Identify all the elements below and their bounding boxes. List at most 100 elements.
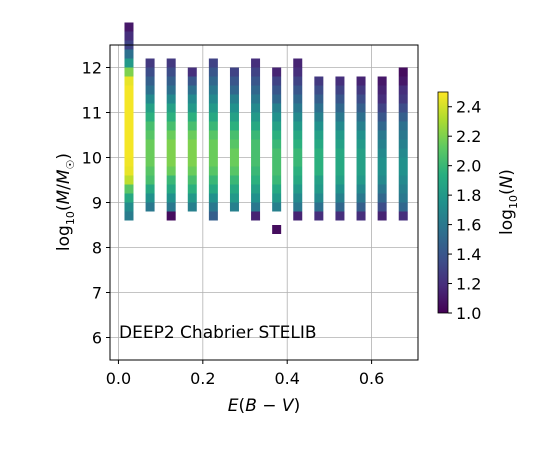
y-axis: 6 7 8 9 10 11 12 <box>82 59 110 348</box>
heatmap-cell <box>398 175 408 185</box>
heatmap-cell <box>124 130 134 140</box>
heatmap-cell <box>145 184 155 194</box>
x-tick-label: 0.0 <box>106 369 131 388</box>
heatmap-cell <box>398 85 408 95</box>
heatmap-cell <box>145 193 155 203</box>
heatmap-cell <box>229 157 239 167</box>
heatmap-cell <box>251 139 261 149</box>
x-tick-label: 0.4 <box>274 369 299 388</box>
heatmap-cell <box>229 184 239 194</box>
heatmap-cell <box>166 130 176 140</box>
heatmap-cell <box>272 85 282 95</box>
heatmap-cell <box>208 184 218 194</box>
heatmap-cell <box>208 67 218 77</box>
heatmap-cell <box>335 166 345 176</box>
heatmap-cell <box>272 112 282 122</box>
heatmap-cell <box>251 58 261 68</box>
heatmap-cell <box>293 157 303 167</box>
heatmap-cell <box>229 175 239 185</box>
heatmap-cell <box>251 202 261 212</box>
heatmap-cell <box>398 148 408 158</box>
heatmap-cell <box>208 112 218 122</box>
heatmap-cell <box>124 76 134 86</box>
heatmap-cell <box>229 193 239 203</box>
heatmap-cell <box>208 103 218 113</box>
heatmap-cell <box>377 85 387 95</box>
heatmap-cell <box>208 211 218 221</box>
colorbar-tick-label: 2.4 <box>456 98 481 117</box>
heatmap-cell <box>124 85 134 95</box>
heatmap-cell <box>187 121 197 131</box>
heatmap-cell <box>398 184 408 194</box>
heatmap-cell <box>251 112 261 122</box>
heatmap-cell <box>356 184 366 194</box>
heatmap-cell <box>229 94 239 104</box>
heatmap-cell <box>124 49 134 59</box>
heatmap-cell <box>335 202 345 212</box>
heatmap-cell <box>145 121 155 131</box>
heatmap-cell <box>335 175 345 185</box>
heatmap-cell <box>145 58 155 68</box>
heatmap-cell <box>251 94 261 104</box>
heatmap-cell <box>377 121 387 131</box>
heatmap-cell <box>229 121 239 131</box>
y-tick-label: 12 <box>82 59 102 78</box>
heatmap-cell <box>124 94 134 104</box>
heatmap-cell <box>356 112 366 122</box>
heatmap-cell <box>398 211 408 221</box>
heatmap-cell <box>251 121 261 131</box>
heatmap-cell <box>398 94 408 104</box>
heatmap-cell <box>187 184 197 194</box>
heatmap-cell <box>356 139 366 149</box>
heatmap-cell <box>293 139 303 149</box>
heatmap-cell <box>398 157 408 167</box>
heatmap-cell <box>166 157 176 167</box>
heatmap-cell <box>398 166 408 176</box>
heatmap-cell <box>398 103 408 113</box>
heatmap-cell <box>314 157 324 167</box>
heatmap-cell <box>377 211 387 221</box>
heatmap-cell <box>145 130 155 140</box>
heatmap-cell <box>356 193 366 203</box>
heatmap-cell <box>356 166 366 176</box>
heatmap-cell <box>187 130 197 140</box>
heatmap-cell <box>377 202 387 212</box>
heatmap-cell <box>377 76 387 86</box>
heatmap-cell <box>145 76 155 86</box>
heatmap-cell <box>251 67 261 77</box>
heatmap-cell <box>356 148 366 158</box>
heatmap-cell <box>166 166 176 176</box>
colorbar-tick-label: 2.2 <box>456 127 481 146</box>
heatmap-cell <box>251 130 261 140</box>
heatmap-cell <box>124 112 134 122</box>
heatmap-cell <box>377 130 387 140</box>
heatmap-cell <box>208 85 218 95</box>
heatmap-cell <box>272 148 282 158</box>
heatmap-cell <box>208 157 218 167</box>
heatmap-cell <box>229 139 239 149</box>
x-tick-label: 0.2 <box>190 369 215 388</box>
heatmap-cell <box>187 157 197 167</box>
heatmap-cell <box>229 148 239 158</box>
heatmap-cell <box>335 76 345 86</box>
heatmap-cell <box>377 148 387 158</box>
heatmap-cell <box>272 139 282 149</box>
heatmap-cell <box>293 202 303 212</box>
heatmap-cell <box>187 94 197 104</box>
heatmap-cell <box>229 103 239 113</box>
heatmap-cell <box>208 76 218 86</box>
heatmap-cell <box>335 112 345 122</box>
heatmap-cell <box>208 148 218 158</box>
heatmap-cell <box>166 184 176 194</box>
y-tick-label: 10 <box>82 149 102 168</box>
heatmap-cell <box>356 121 366 131</box>
heatmap-cell <box>335 121 345 131</box>
colorbar-tick-label: 1.0 <box>456 304 481 323</box>
heatmap-cell <box>314 94 324 104</box>
heatmap-cell <box>166 112 176 122</box>
heatmap-cell <box>124 22 134 32</box>
heatmap-cell <box>145 157 155 167</box>
heatmap-cell <box>356 211 366 221</box>
heatmap-cell <box>314 112 324 122</box>
heatmap-cell <box>208 58 218 68</box>
